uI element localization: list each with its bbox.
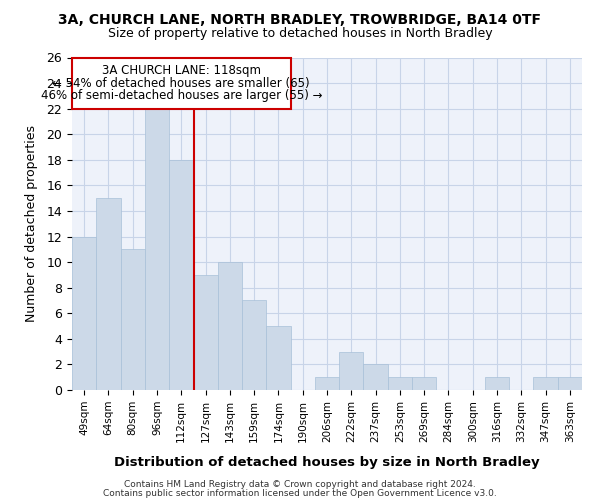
Bar [121,250,145,390]
Bar [72,236,96,390]
Bar [193,275,218,390]
Y-axis label: Number of detached properties: Number of detached properties [25,125,38,322]
Text: 3A, CHURCH LANE, NORTH BRADLEY, TROWBRIDGE, BA14 0TF: 3A, CHURCH LANE, NORTH BRADLEY, TROWBRID… [59,12,542,26]
Bar [558,377,582,390]
Bar [412,377,436,390]
Text: ← 54% of detached houses are smaller (65): ← 54% of detached houses are smaller (65… [52,76,310,90]
Bar [169,160,193,390]
Text: Contains HM Land Registry data © Crown copyright and database right 2024.: Contains HM Land Registry data © Crown c… [124,480,476,489]
X-axis label: Distribution of detached houses by size in North Bradley: Distribution of detached houses by size … [114,456,540,468]
Bar [266,326,290,390]
Bar [485,377,509,390]
Bar [315,377,339,390]
Bar [145,108,169,390]
Bar [242,300,266,390]
Bar [364,364,388,390]
FancyBboxPatch shape [72,58,290,108]
Text: Size of property relative to detached houses in North Bradley: Size of property relative to detached ho… [107,28,493,40]
Text: 3A CHURCH LANE: 118sqm: 3A CHURCH LANE: 118sqm [102,64,261,77]
Text: Contains public sector information licensed under the Open Government Licence v3: Contains public sector information licen… [103,489,497,498]
Bar [96,198,121,390]
Bar [339,352,364,390]
Bar [218,262,242,390]
Bar [533,377,558,390]
Bar [388,377,412,390]
Text: 46% of semi-detached houses are larger (55) →: 46% of semi-detached houses are larger (… [41,90,322,102]
